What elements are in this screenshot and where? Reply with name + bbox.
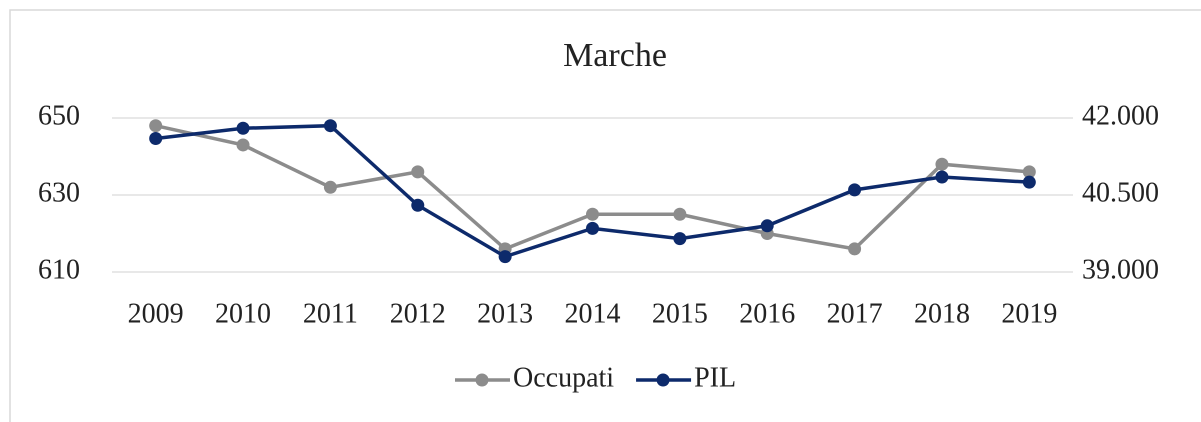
legend-label: Occupati [513, 362, 614, 393]
x-tick-label: 2011 [303, 298, 358, 329]
series-marker [323, 180, 337, 194]
y-tick-label: 650 [38, 100, 80, 131]
y2-tick-label: 42.000 [1082, 100, 1159, 131]
series-marker [1022, 175, 1036, 189]
x-tick-label: 2012 [390, 298, 446, 329]
x-tick-label: 2018 [914, 298, 970, 329]
series-marker [935, 157, 949, 171]
series-marker [760, 219, 774, 233]
legend-marker [475, 373, 489, 387]
series-marker [848, 183, 862, 197]
legend-marker [656, 373, 670, 387]
x-tick-label: 2019 [1001, 298, 1057, 329]
series-marker [236, 138, 250, 152]
series-marker [848, 242, 862, 256]
series-line [155, 123, 1030, 259]
x-tick-label: 2013 [477, 298, 533, 329]
x-tick-label: 2015 [652, 298, 708, 329]
x-tick-label: 2010 [215, 298, 271, 329]
series-marker [236, 121, 250, 135]
y-tick-label: 610 [38, 254, 80, 285]
series-marker [1022, 165, 1036, 179]
series-marker [586, 221, 599, 235]
series-marker [498, 250, 512, 264]
series-marker [149, 132, 163, 146]
y-tick-label: 630 [38, 177, 80, 208]
legend-label: PIL [694, 362, 736, 393]
series-marker [411, 198, 425, 212]
series-marker [323, 119, 337, 133]
x-tick-label: 2009 [128, 298, 184, 329]
series-marker [673, 232, 687, 246]
series-marker [411, 165, 425, 179]
chart-border [9, 9, 1201, 422]
x-tick-label: 2017 [827, 298, 883, 329]
x-tick-label: 2016 [739, 298, 795, 329]
y2-tick-label: 39.000 [1082, 254, 1159, 285]
series-marker [673, 207, 687, 221]
series-marker [149, 119, 163, 133]
y2-tick-label: 40.500 [1082, 177, 1159, 208]
series-marker [586, 207, 599, 221]
x-tick-label: 2014 [565, 298, 621, 329]
series-marker [935, 170, 949, 184]
chart-title: Marche [563, 37, 667, 74]
